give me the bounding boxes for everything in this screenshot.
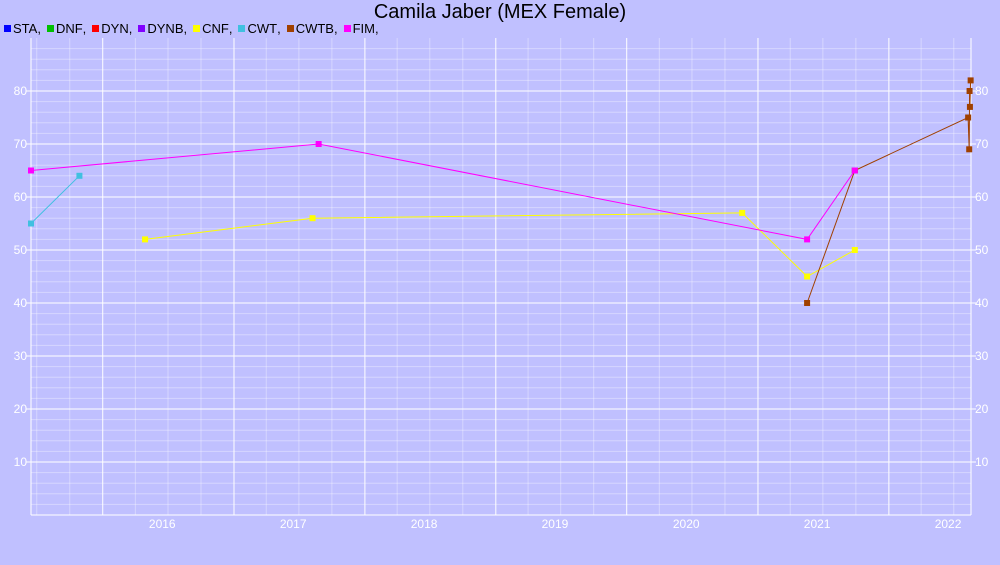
legend-separator: , [82, 20, 87, 36]
legend-label: CWTB [295, 20, 334, 36]
legend-item-fim: FIM, [343, 20, 379, 36]
legend-item-dynb: DYNB, [138, 21, 187, 36]
data-point-fim [851, 167, 858, 174]
data-point-cwtb [804, 300, 811, 306]
data-point-cwt [28, 220, 34, 227]
y-tick-label-right: 60 [975, 190, 989, 204]
legend-swatch [286, 24, 294, 32]
y-tick-label-right: 40 [975, 296, 989, 310]
y-tick-label-left: 30 [14, 349, 28, 363]
series-line-fim [30, 143, 856, 240]
data-point-cwtb [965, 114, 972, 121]
legend-swatch [92, 24, 100, 32]
legend-item-cwtb: CWTB, [286, 20, 338, 36]
x-tick-label: 2017 [280, 517, 307, 531]
legend-label: STA [13, 20, 38, 36]
y-tick-label-left: 60 [14, 190, 28, 204]
legend-separator: , [37, 20, 41, 36]
data-point-fim [315, 141, 322, 147]
chart-title: Camila Jaber (MEX Female) [373, 1, 627, 23]
legend-separator: , [183, 20, 188, 36]
x-tick-label: 2021 [804, 517, 831, 531]
data-point-cnf [804, 273, 811, 280]
legend-label: CWT [247, 20, 278, 36]
legend-separator: , [375, 20, 379, 36]
x-tick-label: 2020 [673, 517, 700, 531]
y-tick-label-left: 40 [14, 296, 28, 310]
y-tick-label-right: 70 [975, 137, 989, 151]
legend-separator: , [333, 20, 338, 36]
legend-separator: , [228, 20, 233, 36]
legend-separator: , [128, 20, 133, 36]
y-tick-label-left: 20 [14, 402, 28, 416]
data-point-cwt [76, 172, 83, 179]
legend-label: DNF [55, 20, 83, 36]
x-tick-label: 2019 [542, 517, 569, 531]
y-tick-label-right: 50 [975, 243, 989, 257]
legend-swatch [4, 24, 11, 32]
data-point-cwtb [966, 88, 973, 94]
legend-swatch [193, 24, 201, 32]
legend-swatch [343, 24, 351, 32]
y-tick-label-right: 10 [975, 455, 989, 469]
series-line-cwt [30, 175, 80, 224]
y-tick-label-right: 30 [975, 349, 989, 363]
legend-swatch [138, 24, 146, 32]
legend-item-cwt: CWT, [238, 20, 281, 36]
series-line-cnf [144, 212, 856, 278]
data-point-fim [28, 167, 34, 174]
legend-swatch [238, 24, 246, 32]
legend-item-dnf: DNF, [46, 20, 87, 36]
x-tick-label: 2016 [149, 517, 176, 531]
y-tick-label-left: 80 [14, 84, 28, 98]
y-tick-label-left: 70 [14, 137, 28, 151]
data-point-cwtb [967, 77, 974, 84]
data-point-cnf [309, 215, 316, 222]
x-tick-label: 2018 [411, 517, 438, 531]
legend-separator: , [277, 20, 281, 36]
y-tick-label-left: 50 [14, 243, 28, 257]
legend-item-cnf: CNF, [193, 21, 232, 36]
legend-item-sta: STA, [4, 21, 41, 36]
legend-label: CNF [202, 20, 229, 36]
x-tick-label: 2022 [935, 517, 962, 531]
y-tick-label-left: 10 [14, 455, 28, 469]
data-point-fim [804, 236, 811, 243]
data-point-cnf [142, 236, 149, 243]
y-tick-label-right: 80 [975, 84, 989, 98]
data-point-cnf [851, 247, 858, 253]
y-tick-label-right: 20 [975, 402, 989, 416]
legend: STA, DNF, DYN, DYNB, CNF, CWT, CWTB, FIM, [4, 20, 385, 36]
data-point-cwtb [966, 146, 973, 153]
data-point-cnf [739, 209, 746, 216]
legend-label: DYN [101, 20, 129, 36]
data-point-cwtb [966, 103, 973, 110]
legend-swatch [46, 24, 54, 32]
legend-label: FIM [352, 20, 375, 36]
legend-label: DYNB [147, 20, 184, 36]
legend-item-dyn: DYN, [92, 21, 132, 36]
